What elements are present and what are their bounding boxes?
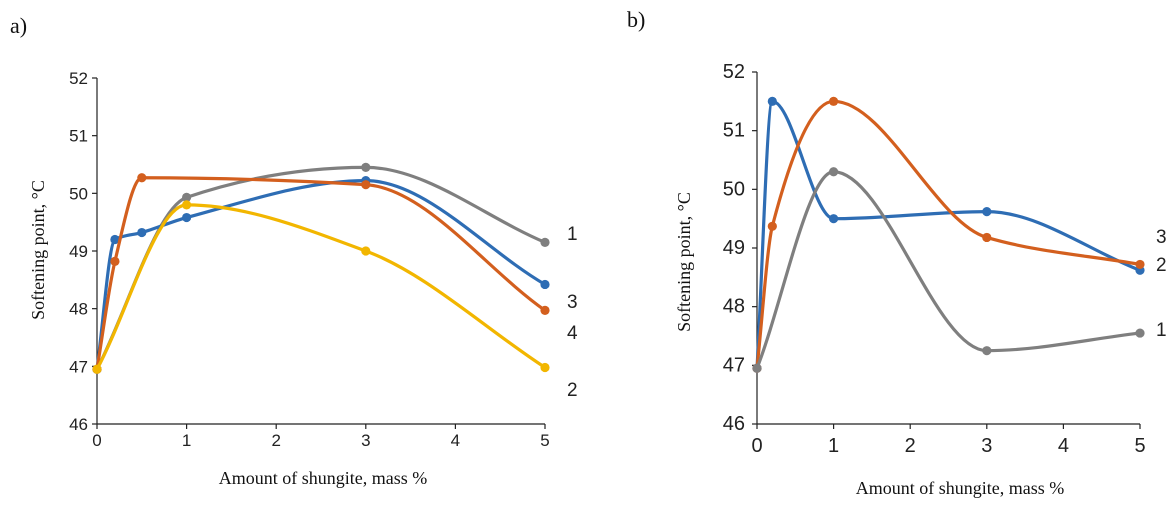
series-4: 4 xyxy=(92,173,578,374)
data-point xyxy=(767,221,777,231)
y-tick-label: 50 xyxy=(723,178,745,200)
series-line xyxy=(755,170,1142,370)
y-tick-label: 52 xyxy=(69,69,88,88)
data-point xyxy=(182,212,192,223)
series-line xyxy=(95,203,547,371)
x-tick-label: 0 xyxy=(751,435,762,457)
data-point xyxy=(110,234,120,245)
data-point xyxy=(540,305,550,315)
x-tick-label: 2 xyxy=(271,431,280,450)
series-line xyxy=(95,176,547,371)
series-3: 3 xyxy=(92,176,578,374)
data-point xyxy=(361,246,371,256)
series-end-label: 1 xyxy=(567,224,578,245)
series-line xyxy=(755,99,1142,370)
x-tick-label: 0 xyxy=(92,431,101,450)
x-tick-label: 4 xyxy=(451,431,460,450)
y-tick-label: 47 xyxy=(69,357,88,376)
x-axis-title: Amount of shungite, mass % xyxy=(856,478,1065,498)
x-tick-label: 3 xyxy=(361,431,370,450)
data-point xyxy=(137,173,147,183)
series-3: 3 xyxy=(752,96,1167,373)
data-point xyxy=(540,237,550,247)
x-tick-label: 3 xyxy=(981,435,992,457)
chart-panel-a: a) 46 47 48 49 50 51 52 0 1 2 3 4 5 Amount of shungite… xyxy=(10,13,578,488)
panel-label: b) xyxy=(627,7,645,32)
x-tick-label: 4 xyxy=(1058,435,1069,457)
data-point xyxy=(982,346,992,356)
series-2: 2 xyxy=(92,200,578,401)
series-end-label: 4 xyxy=(567,323,578,344)
data-point xyxy=(767,96,777,106)
x-tick-label: 5 xyxy=(1134,435,1145,457)
series-1: 1 xyxy=(752,167,1167,373)
y-tick-label: 48 xyxy=(69,300,88,319)
data-point xyxy=(182,192,192,202)
chart-panel-b: b) 46 47 48 49 50 51 52 0 1 2 3 4 5 Amount of shungite… xyxy=(627,7,1167,498)
y-tick-label: 51 xyxy=(69,127,88,146)
data-point xyxy=(110,256,120,266)
x-tick-label: 1 xyxy=(182,431,191,450)
series-end-label: 3 xyxy=(1156,227,1167,248)
y-tick-label: 46 xyxy=(723,413,745,435)
series-end-label: 2 xyxy=(567,380,578,401)
panel-label: a) xyxy=(10,13,27,38)
x-tick-label: 2 xyxy=(905,435,916,457)
series-1: 1 xyxy=(92,162,578,374)
y-tick-label: 51 xyxy=(723,120,745,142)
data-point xyxy=(829,96,839,106)
data-point xyxy=(1135,328,1145,338)
y-axis-title: Softening point, °C xyxy=(674,192,694,332)
x-axis-title: Amount of shungite, mass % xyxy=(219,468,428,488)
data-point xyxy=(361,180,371,190)
y-tick-label: 47 xyxy=(723,354,745,376)
x-tick-label: 1 xyxy=(828,435,839,457)
data-point xyxy=(752,363,762,373)
series-end-label: 3 xyxy=(567,292,578,313)
y-tick-label: 49 xyxy=(69,242,88,261)
series-end-label: 1 xyxy=(1156,320,1167,341)
x-tick-label: 5 xyxy=(540,431,549,450)
y-tick-label: 50 xyxy=(69,184,88,203)
data-point xyxy=(137,227,147,238)
y-tick-label: 52 xyxy=(723,61,745,83)
y-tick-label: 48 xyxy=(723,296,745,318)
data-point xyxy=(361,162,371,172)
data-point xyxy=(829,214,839,224)
series-end-label: 2 xyxy=(1156,255,1167,276)
data-point xyxy=(92,364,102,374)
data-point xyxy=(1135,259,1145,270)
y-tick-label: 46 xyxy=(69,415,88,434)
data-point xyxy=(982,232,992,243)
series-line xyxy=(95,165,547,371)
y-axis-title: Softening point, °C xyxy=(28,180,48,320)
series-line xyxy=(755,99,1142,370)
series-2: 2 xyxy=(752,96,1167,373)
data-point xyxy=(182,200,192,210)
data-point xyxy=(829,167,839,177)
data-point xyxy=(540,279,550,290)
y-tick-label: 49 xyxy=(723,237,745,259)
data-point xyxy=(540,362,550,373)
data-point xyxy=(982,207,992,217)
